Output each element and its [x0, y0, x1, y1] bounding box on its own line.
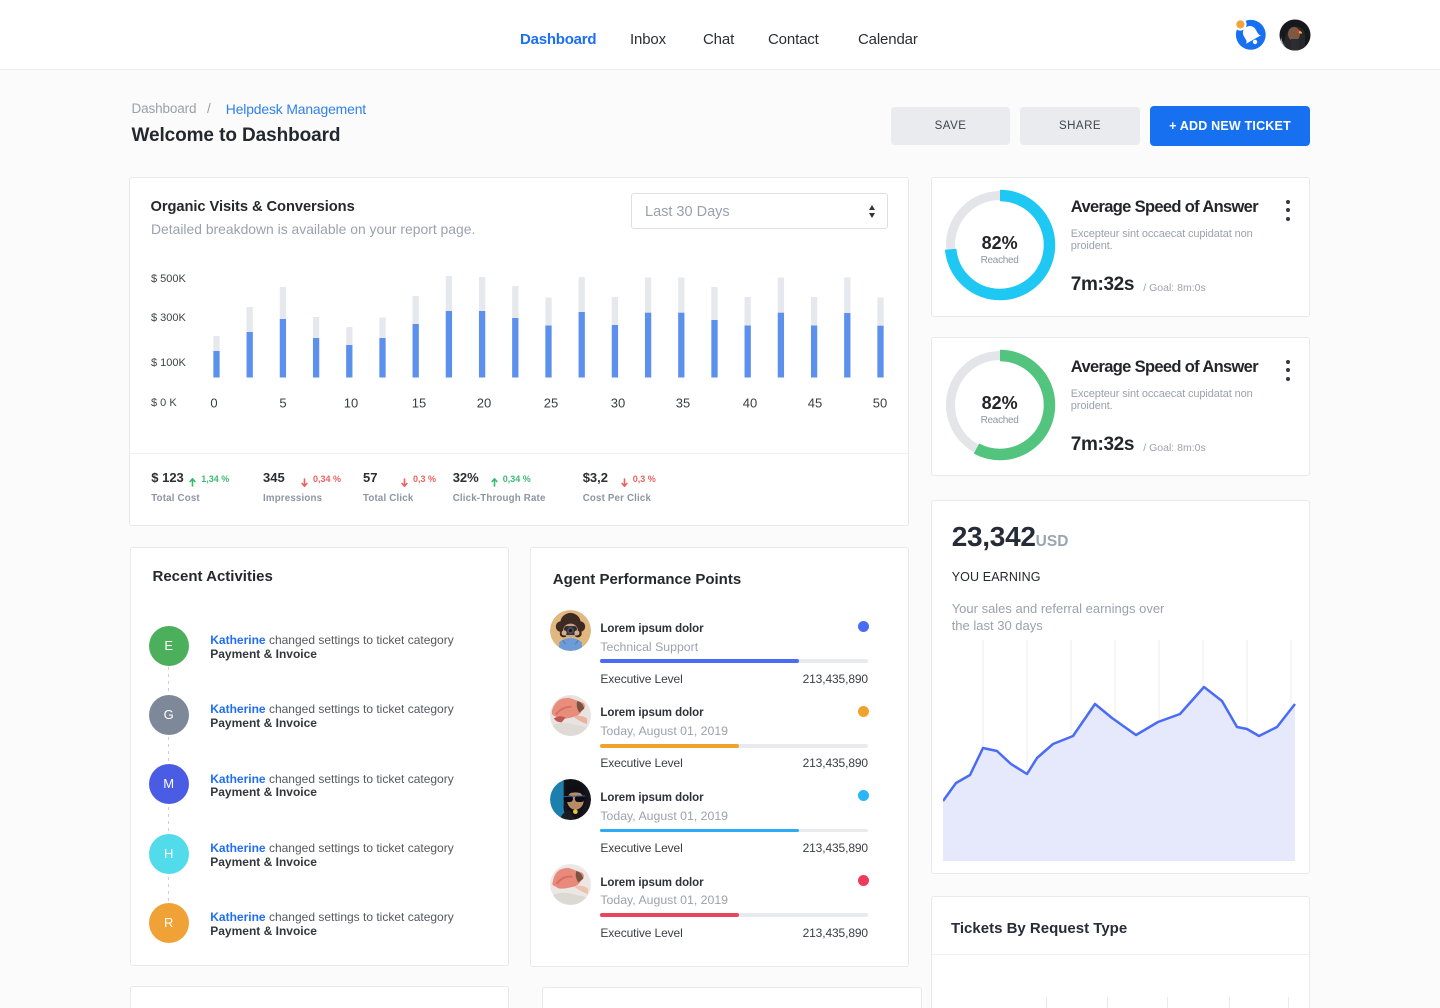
svg-text:45: 45 — [808, 396, 822, 411]
svg-text:20: 20 — [477, 396, 491, 411]
svg-text:30: 30 — [611, 396, 625, 411]
svg-text:50: 50 — [873, 396, 887, 411]
svg-text:15: 15 — [412, 396, 426, 411]
svg-text:0: 0 — [210, 396, 217, 411]
svg-text:10: 10 — [344, 396, 358, 411]
svg-text:5: 5 — [279, 396, 286, 411]
svg-text:25: 25 — [544, 396, 558, 411]
svg-text:40: 40 — [743, 396, 757, 411]
svg-text:35: 35 — [676, 396, 690, 411]
